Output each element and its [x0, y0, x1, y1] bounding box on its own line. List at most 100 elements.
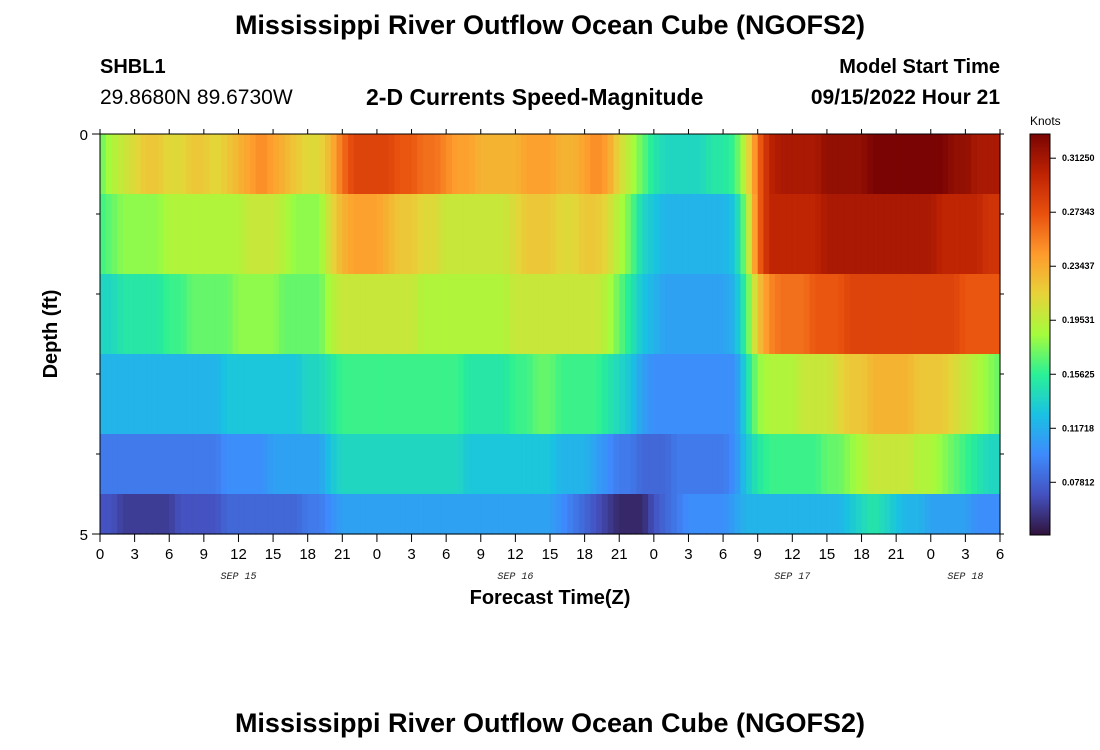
heatmap-cell — [486, 494, 493, 535]
heatmap-cell — [780, 134, 788, 195]
heatmap-cell — [976, 274, 984, 355]
heatmap-cell — [688, 134, 695, 195]
heatmap-cell — [630, 434, 638, 495]
date-label: SEP 16 — [497, 572, 533, 583]
heatmap-cell — [688, 194, 695, 275]
heatmap-cell — [169, 134, 176, 195]
heatmap-cell — [792, 274, 799, 355]
heatmap-cell — [394, 134, 401, 195]
heatmap-cell — [140, 134, 147, 195]
heatmap-cell — [400, 354, 407, 435]
heatmap-cell — [642, 194, 649, 275]
heatmap-cell — [734, 134, 741, 195]
heatmap-cell — [994, 134, 1001, 195]
heatmap-cell — [844, 494, 851, 535]
heatmap-cell — [896, 274, 903, 355]
heatmap-cell — [971, 274, 978, 355]
heatmap-cell — [613, 274, 620, 355]
heatmap-cell — [544, 494, 551, 535]
heatmap-cell — [319, 274, 326, 355]
heatmap-cell — [711, 494, 718, 535]
heatmap-cell — [411, 494, 418, 535]
heatmap-cell — [751, 134, 759, 195]
heatmap-cell — [417, 494, 424, 535]
heatmap-cell — [400, 194, 407, 275]
heatmap-cell — [792, 134, 799, 195]
heatmap-cell — [815, 274, 822, 355]
heatmap-cell — [503, 194, 511, 275]
colorbar-unit: Knots — [1030, 114, 1061, 128]
x-tick-label: 6 — [719, 546, 727, 563]
heatmap-cell — [775, 354, 782, 435]
x-tick-label: 3 — [407, 546, 415, 563]
heatmap-cell — [826, 494, 834, 535]
heatmap-cell — [215, 194, 222, 275]
heatmap-cell — [648, 134, 655, 195]
heatmap-cell — [590, 194, 597, 275]
heatmap-cell — [976, 434, 984, 495]
heatmap-cell — [913, 494, 920, 535]
heatmap-cell — [365, 194, 372, 275]
heatmap-cell — [238, 194, 245, 275]
heatmap-cell — [746, 354, 753, 435]
heatmap-cell — [388, 134, 395, 195]
heatmap-cell — [861, 354, 868, 435]
heatmap-cell — [700, 494, 707, 535]
heatmap-cell — [515, 274, 522, 355]
heatmap-cell — [855, 434, 863, 495]
x-tick-label: 6 — [442, 546, 450, 563]
heatmap-cell — [561, 274, 568, 355]
heatmap-cell — [855, 194, 863, 275]
heatmap-cell — [134, 434, 141, 495]
heatmap-cell — [544, 274, 551, 355]
date-label: SEP 17 — [774, 572, 810, 583]
heatmap-cell — [284, 194, 291, 275]
heatmap-cell — [636, 274, 643, 355]
heatmap-cell — [388, 354, 395, 435]
heatmap-cell — [682, 434, 690, 495]
heatmap-cell — [948, 134, 955, 195]
heatmap-cell — [838, 494, 845, 535]
heatmap-cell — [573, 494, 580, 535]
x-axis-label: Forecast Time(Z) — [470, 587, 631, 609]
heatmap-cell — [717, 354, 724, 435]
heatmap-cell — [982, 274, 990, 355]
heatmap-cell — [313, 354, 320, 435]
heatmap-cell — [238, 354, 245, 435]
heatmap-cell — [803, 494, 811, 535]
heatmap-cell — [267, 134, 274, 195]
heatmap-cell — [596, 274, 603, 355]
heatmap-cell — [607, 274, 615, 355]
heatmap-cell — [613, 354, 620, 435]
heatmap-cell — [682, 354, 690, 435]
heatmap-cell — [140, 494, 147, 535]
heatmap-cell — [953, 494, 961, 535]
heatmap-cell — [509, 434, 516, 495]
heatmap-cell — [469, 434, 476, 495]
heatmap-cell — [919, 434, 926, 495]
heatmap-cell — [319, 354, 326, 435]
heatmap-cell — [676, 494, 684, 535]
heatmap-cell — [498, 354, 505, 435]
heatmap-cell — [953, 434, 961, 495]
heatmap-cell — [307, 434, 315, 495]
heatmap-cell — [203, 354, 211, 435]
x-tick-label: 12 — [507, 546, 524, 563]
heatmap-cell — [601, 274, 609, 355]
heatmap-cell — [226, 274, 234, 355]
heatmap-cell — [296, 494, 303, 535]
heatmap-cell — [296, 194, 303, 275]
heatmap-cell — [538, 134, 545, 195]
heatmap-cell — [325, 434, 332, 495]
heatmap-cell — [561, 194, 568, 275]
heatmap-cell — [907, 354, 915, 435]
x-tick-label: 12 — [230, 546, 247, 563]
heatmap-cell — [826, 134, 834, 195]
heatmap-cell — [313, 274, 320, 355]
heatmap-cell — [982, 354, 990, 435]
heatmap-cell — [971, 494, 978, 535]
heatmap-cell — [365, 434, 372, 495]
heatmap-cell — [901, 354, 909, 435]
heatmap-cell — [567, 134, 574, 195]
